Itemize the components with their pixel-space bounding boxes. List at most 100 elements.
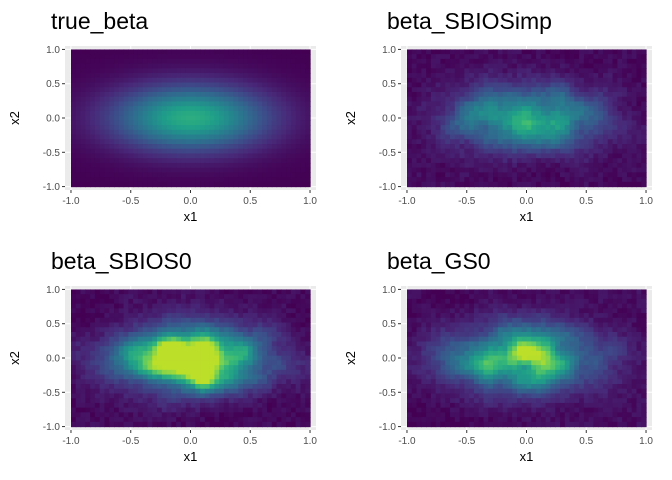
heatmap-cell xyxy=(521,308,528,314)
heatmap-cell xyxy=(247,96,254,103)
heatmap-cell xyxy=(128,139,134,145)
heatmap-cell xyxy=(180,115,187,121)
heatmap-cell xyxy=(114,313,120,319)
heatmap-cell xyxy=(502,115,508,121)
heatmap-cell xyxy=(271,148,278,155)
heatmap-cell xyxy=(180,398,187,404)
heatmap-cell xyxy=(626,172,633,178)
heatmap-cell xyxy=(233,106,239,112)
heatmap-cell xyxy=(440,322,446,328)
heatmap-cell xyxy=(166,139,172,145)
heatmap-cell xyxy=(271,388,278,395)
heatmap-cell xyxy=(223,341,230,347)
heatmap-cell xyxy=(94,172,101,178)
heatmap-cell xyxy=(473,181,480,188)
heatmap-cell xyxy=(583,303,590,309)
heatmap-cell xyxy=(219,350,225,357)
heatmap-cell xyxy=(133,153,139,159)
heatmap-cell xyxy=(607,101,614,107)
heatmap-cell xyxy=(209,402,216,409)
heatmap-cell xyxy=(209,73,216,79)
heatmap-cell xyxy=(252,402,259,409)
heatmap-cell xyxy=(200,346,206,352)
heatmap-cell xyxy=(238,125,244,131)
heatmap-cell xyxy=(574,177,580,183)
heatmap-cell xyxy=(411,134,418,140)
heatmap-cell xyxy=(257,322,263,328)
heatmap-cell xyxy=(161,322,168,328)
heatmap-cell xyxy=(281,313,287,319)
heatmap-cell xyxy=(257,125,263,131)
heatmap-cell xyxy=(247,331,254,338)
heatmap-cell xyxy=(133,181,139,188)
heatmap-cell xyxy=(564,303,571,309)
heatmap-cell xyxy=(454,54,461,60)
heatmap-cell xyxy=(493,162,499,169)
heatmap-cell xyxy=(104,421,110,428)
heatmap-cell xyxy=(123,177,129,183)
heatmap-cell xyxy=(99,54,106,60)
heatmap-cell xyxy=(305,177,311,183)
heatmap-cell xyxy=(257,73,263,79)
heatmap-cell xyxy=(507,68,513,74)
heatmap-cell xyxy=(243,49,249,55)
heatmap-cell xyxy=(262,177,268,183)
heatmap-cell xyxy=(80,106,86,112)
heatmap-cell xyxy=(411,158,418,164)
heatmap-cell xyxy=(233,96,239,103)
heatmap-cell xyxy=(152,369,158,376)
heatmap-cell xyxy=(252,308,259,314)
heatmap-cell xyxy=(507,115,513,121)
heatmap-cell xyxy=(435,177,442,183)
heatmap-cell xyxy=(190,87,196,93)
heatmap-cell xyxy=(99,402,106,409)
heatmap-cell xyxy=(223,417,230,423)
heatmap-cell xyxy=(430,331,437,338)
heatmap-cell xyxy=(631,125,638,131)
heatmap-cell xyxy=(305,327,311,333)
heatmap-cell xyxy=(516,115,523,121)
heatmap-cell xyxy=(450,54,456,60)
heatmap-cell xyxy=(271,77,278,84)
heatmap-cell xyxy=(200,120,206,126)
heatmap-cell xyxy=(493,308,499,314)
heatmap-cell xyxy=(281,355,287,361)
heatmap-cell xyxy=(540,313,547,319)
heatmap-cell xyxy=(214,101,220,107)
heatmap-cell xyxy=(421,49,427,55)
heatmap-cell xyxy=(109,350,115,357)
heatmap-cell xyxy=(464,134,470,140)
heatmap-cell xyxy=(469,96,475,103)
heatmap-cell xyxy=(300,350,306,357)
heatmap-cell xyxy=(641,139,647,145)
heatmap-cell xyxy=(421,144,427,150)
heatmap-cell xyxy=(209,308,216,314)
heatmap-cell xyxy=(190,374,196,380)
heatmap-cell xyxy=(290,177,297,183)
heatmap-cell xyxy=(190,289,196,295)
heatmap-cell xyxy=(559,177,566,183)
heatmap-cell xyxy=(118,144,125,150)
heatmap-cell xyxy=(540,181,547,188)
heatmap-cell xyxy=(483,317,489,324)
heatmap-cell xyxy=(421,139,427,145)
heatmap-cell xyxy=(166,322,172,328)
heatmap-cell xyxy=(209,417,216,423)
x-axis-label: x1 xyxy=(520,209,534,224)
heatmap-cell xyxy=(166,68,172,74)
heatmap-cell xyxy=(281,417,287,423)
heatmap-cell xyxy=(631,162,638,169)
heatmap-cell xyxy=(123,365,129,371)
heatmap-cell xyxy=(266,388,273,395)
heatmap-cell xyxy=(204,68,211,74)
heatmap-cell xyxy=(94,82,101,88)
heatmap-cell xyxy=(521,322,528,328)
heatmap-cell xyxy=(286,384,292,390)
heatmap-cell xyxy=(286,144,292,150)
heatmap-cell xyxy=(435,153,442,159)
heatmap-cell xyxy=(276,308,282,314)
heatmap-panel-2: -1.0 -0.5 0.0 0.5 1.0-1.0-0.50.00.51.0x1x2be… xyxy=(343,8,653,224)
heatmap-cell xyxy=(104,63,110,69)
heatmap-cell xyxy=(631,101,638,107)
x-tick-label: 0.0 xyxy=(520,196,534,207)
